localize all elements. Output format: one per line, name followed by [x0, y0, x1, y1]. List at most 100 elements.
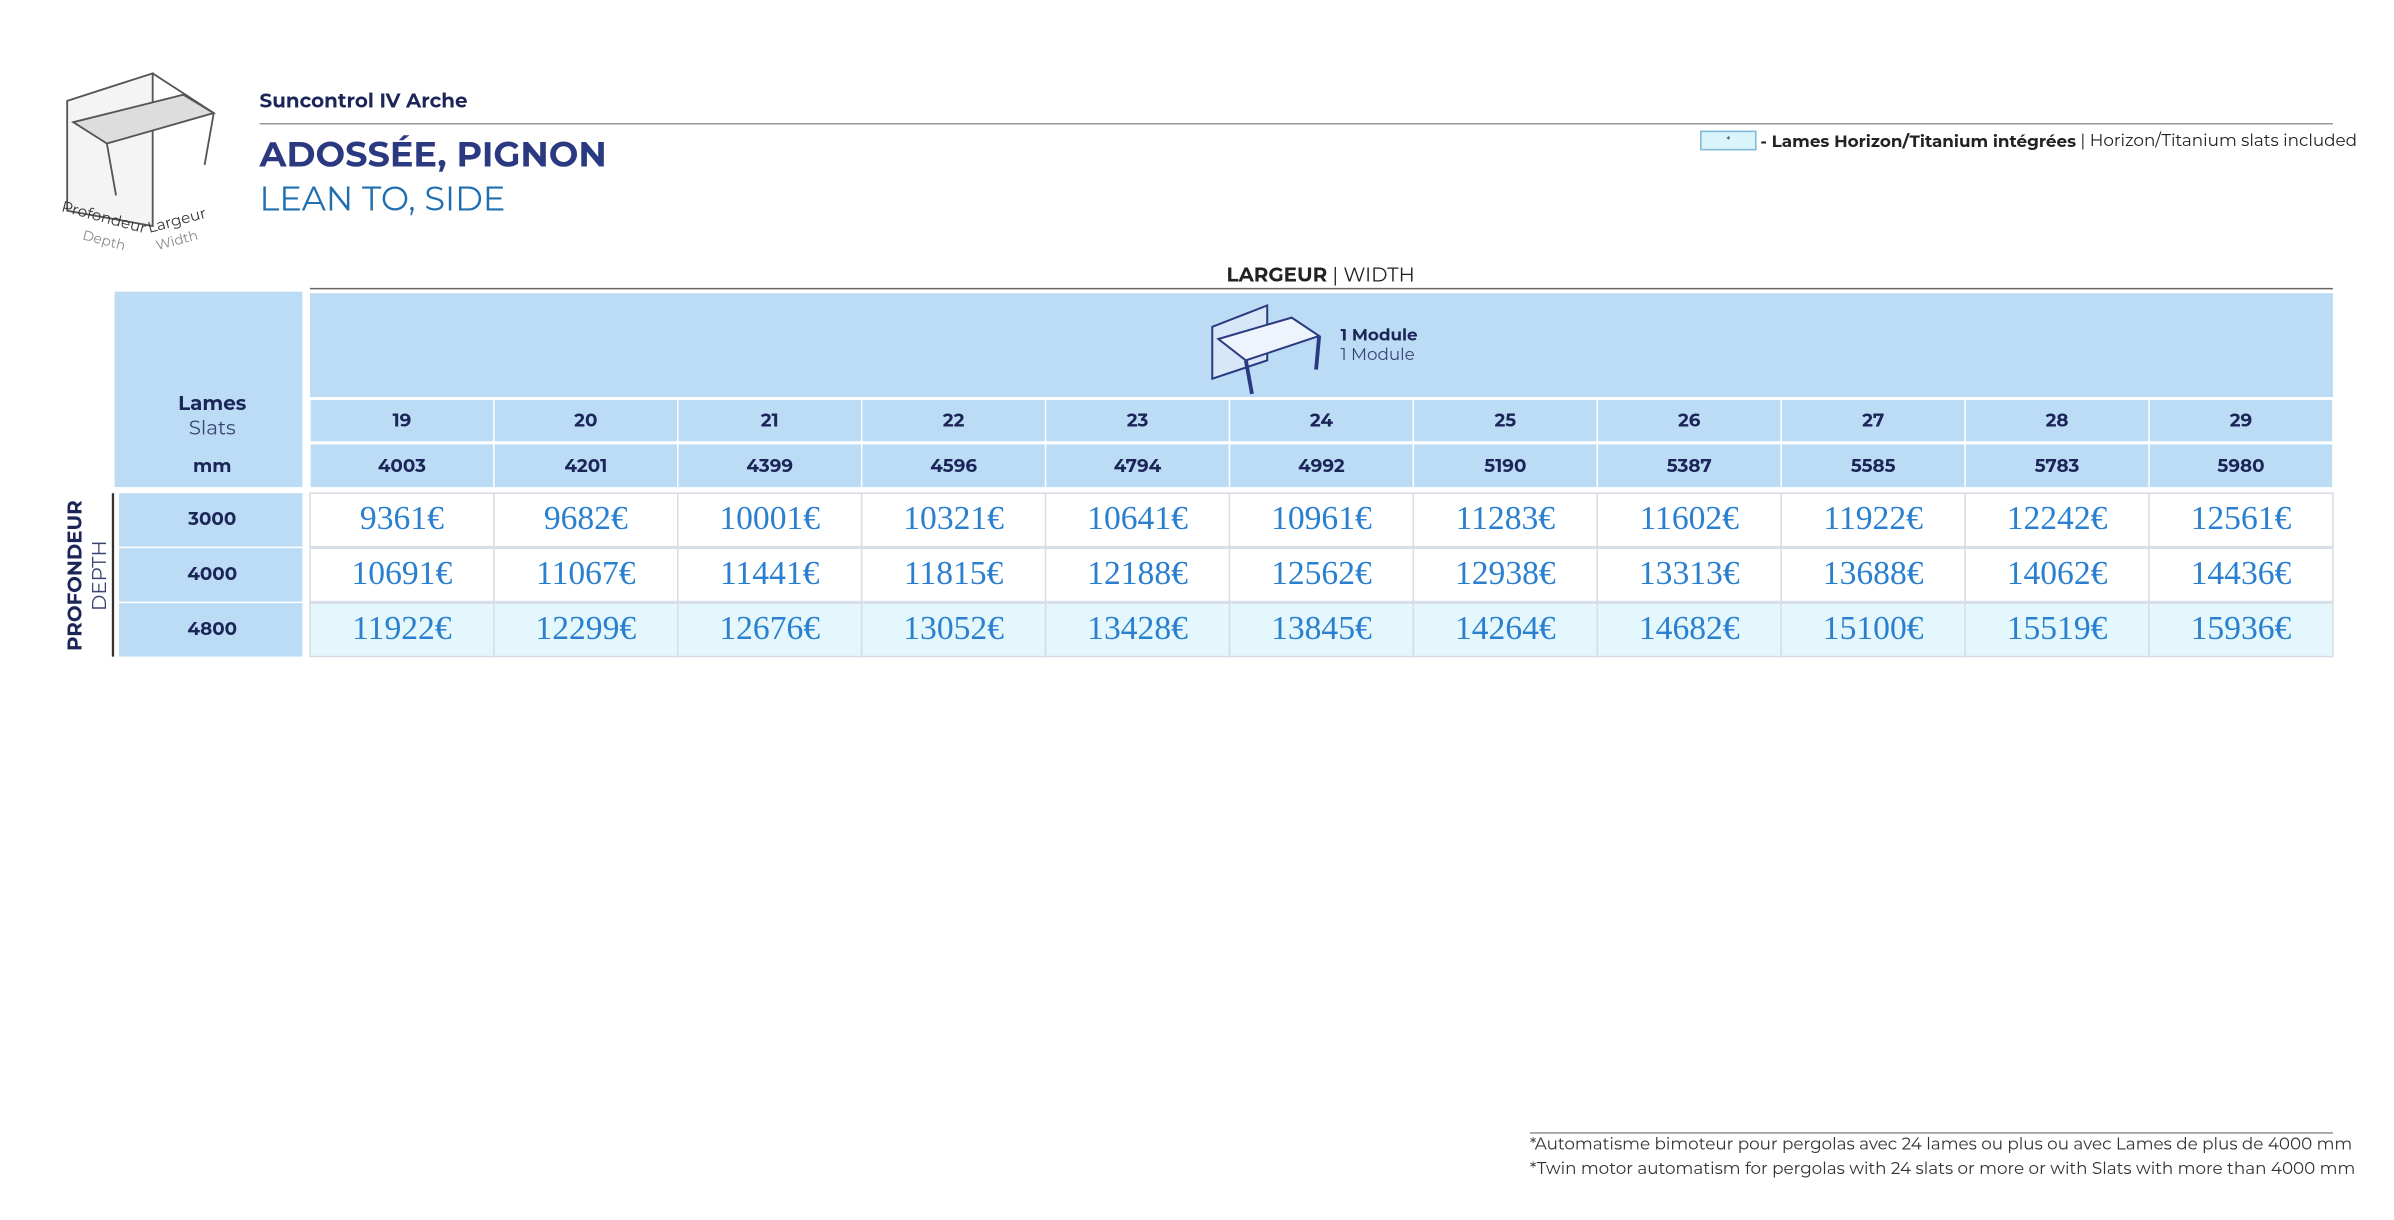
price: 9361€ — [360, 500, 444, 537]
row-header: PROFONDEUR — [63, 500, 87, 651]
legend-label-en: | Horizon/Titanium slats included — [2076, 131, 2357, 151]
slats-cell — [1965, 400, 2149, 442]
slats-count: 25 — [1494, 408, 1516, 431]
legend-text: - Lames Horizon/Titanium intégrées | Hor… — [1760, 131, 2357, 151]
price: 10961€ — [1271, 500, 1372, 537]
price: 12676€ — [719, 610, 820, 647]
price-cell — [676, 492, 863, 548]
price-cell — [860, 547, 1047, 603]
depth-label-en: Depth — [81, 228, 127, 255]
price-cell — [1596, 492, 1782, 548]
slats-cell — [1414, 400, 1597, 442]
width-cell — [862, 444, 1045, 488]
width-mm: 5585 — [1851, 454, 1896, 477]
slats-cell — [1781, 400, 1965, 442]
price-cell — [1964, 602, 2150, 658]
width-cell — [1414, 444, 1597, 488]
slats-count: 23 — [1127, 408, 1149, 431]
price: 14682€ — [1639, 610, 1740, 647]
width-cell — [1046, 444, 1229, 488]
width-cell — [1598, 444, 1781, 488]
legend-label: - Lames Horizon/Titanium intégrées — [1760, 132, 2076, 152]
slats-cell — [494, 400, 677, 442]
price: 10001€ — [719, 500, 820, 537]
depth-value: 4800 — [187, 617, 237, 640]
width-mm: 4201 — [564, 454, 607, 477]
group-header: LARGEUR | WIDTH — [1227, 263, 1415, 287]
depth-cell — [119, 603, 303, 657]
row-header-en: DEPTH — [87, 540, 111, 611]
width-cell — [678, 444, 861, 488]
price: 14436€ — [2191, 555, 2292, 592]
slats-cell — [1230, 400, 1413, 442]
title-en: LEAN TO, SIDE — [260, 178, 506, 219]
depth-value: 3000 — [187, 507, 236, 530]
price: 14264€ — [1455, 610, 1556, 647]
price-cell — [493, 492, 679, 548]
width-cell — [494, 444, 677, 488]
depth-cell — [119, 493, 303, 547]
price: 13428€ — [1087, 610, 1188, 647]
price: 11441€ — [720, 555, 820, 592]
slats-label-en: Slats — [189, 415, 236, 439]
price: 10691€ — [352, 555, 453, 592]
slats-cell — [862, 400, 1045, 442]
legend-marker: * — [1726, 133, 1730, 146]
price: 11283€ — [1456, 500, 1556, 537]
width-mm: 5387 — [1667, 454, 1712, 477]
width-cell — [1965, 444, 2149, 488]
price: 11067€ — [536, 555, 636, 592]
price: 15936€ — [2191, 610, 2292, 647]
width-cell — [2149, 444, 2333, 488]
price-cell — [860, 492, 1047, 548]
price: 12242€ — [2007, 500, 2108, 537]
width-mm: 5783 — [2035, 454, 2080, 477]
price: 11922€ — [1823, 500, 1923, 537]
slats-count: 26 — [1678, 408, 1701, 431]
price-cell — [1412, 547, 1599, 603]
module-label: 1 Module — [1341, 325, 1419, 345]
price: 12188€ — [1087, 555, 1188, 592]
module-cell — [309, 293, 2333, 398]
price-cell — [1228, 547, 1415, 603]
slats-label: Lames — [178, 391, 247, 415]
price-cell — [1780, 602, 1966, 658]
price-cell — [309, 492, 495, 548]
price-cell — [1228, 492, 1415, 548]
width-mm: 5190 — [1484, 454, 1526, 477]
price-cell — [1780, 547, 1966, 603]
price-cell — [1044, 547, 1231, 603]
slats-count: 21 — [761, 408, 779, 431]
depth-value: 4000 — [187, 562, 237, 585]
depth-cell — [119, 548, 303, 602]
price: 13313€ — [1639, 555, 1740, 592]
price-cell — [309, 602, 495, 658]
mm-label: mm — [193, 454, 231, 477]
width-mm: 5980 — [2217, 454, 2264, 477]
price-cell — [860, 602, 1047, 658]
price-cell — [1228, 602, 1415, 658]
price: 10641€ — [1087, 500, 1188, 537]
slats-cell — [1598, 400, 1781, 442]
price: 12938€ — [1455, 555, 1556, 592]
pergola-diagram — [66, 72, 217, 228]
price: 15519€ — [2007, 610, 2108, 647]
width-cell — [310, 444, 494, 488]
group-header-fr: LARGEUR — [1227, 263, 1328, 287]
price: 13688€ — [1823, 555, 1924, 592]
group-header-en: | WIDTH — [1327, 263, 1415, 287]
price: 12299€ — [535, 610, 636, 647]
price: 9682€ — [544, 500, 628, 537]
module-label-en: 1 Module — [1341, 345, 1415, 365]
slats-count: 19 — [392, 408, 411, 431]
slats-count: 24 — [1310, 408, 1334, 431]
price-cell — [676, 602, 863, 658]
footnote: *Twin motor automatism for pergolas with… — [1530, 1159, 2355, 1179]
width-mm: 4003 — [378, 454, 426, 477]
title: ADOSSÉE, PIGNON — [259, 133, 607, 176]
slats-count: 20 — [574, 408, 597, 431]
width-mm: 4794 — [1114, 454, 1162, 477]
price-cell — [1964, 492, 2150, 548]
slats-count: 27 — [1862, 408, 1884, 431]
price: 14062€ — [2007, 555, 2108, 592]
